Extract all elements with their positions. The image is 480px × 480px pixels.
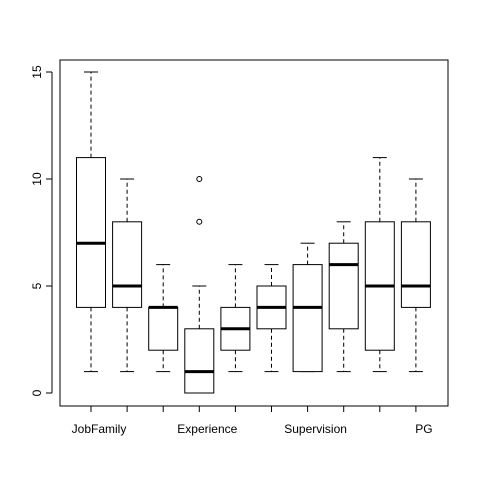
- y-axis: 0 5 10 15: [30, 65, 53, 396]
- box-5: [220, 264, 251, 373]
- x-tick-label: Supervision: [284, 422, 347, 436]
- box-8: [328, 221, 359, 373]
- x-tick-label: Experience: [177, 422, 237, 436]
- box-iqr: [328, 242, 359, 330]
- x-tick-label: PG: [415, 422, 432, 436]
- box-4: [184, 176, 215, 394]
- x-axis: JobFamily Experience Supervision PG: [72, 405, 433, 436]
- outlier-point: [196, 176, 203, 182]
- box-9: [364, 157, 395, 373]
- box-6: [256, 264, 287, 373]
- boxes: [76, 71, 431, 394]
- box-iqr: [76, 157, 106, 308]
- y-tick-label: 10: [30, 172, 44, 186]
- x-tick-label: JobFamily: [72, 422, 127, 436]
- box-iqr: [148, 306, 179, 351]
- box-10: [400, 178, 431, 373]
- box-iqr: [184, 328, 215, 394]
- y-tick-label: 15: [30, 65, 44, 79]
- box-2: [112, 178, 143, 373]
- box-iqr: [112, 221, 143, 308]
- box-7: [292, 242, 323, 373]
- box-1: [76, 71, 106, 373]
- y-tick-label: 0: [30, 389, 44, 396]
- y-tick-label: 5: [30, 282, 44, 289]
- box-3: [148, 264, 179, 373]
- outlier-point: [196, 218, 203, 225]
- box-iqr: [400, 221, 431, 308]
- box-iqr: [292, 264, 323, 373]
